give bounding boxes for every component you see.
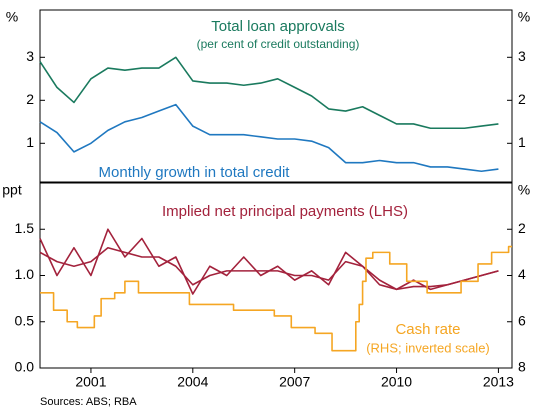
y-tick-label: 0.5 [15, 312, 35, 328]
y-tick-label: 0.0 [15, 359, 35, 375]
y2-unit: % [518, 182, 530, 198]
series-line [39, 103, 499, 173]
source: Sources: ABS; RBA [40, 396, 137, 408]
series-line [39, 56, 499, 130]
y2-tick-label: 2 [518, 91, 526, 107]
y2-tick-label: 3 [518, 48, 526, 64]
plot-frame [39, 9, 513, 183]
annotation: (per cent of credit outstanding) [197, 37, 360, 51]
y2-unit: % [518, 9, 530, 25]
annotation: Total loan approvals [211, 18, 344, 35]
x-tick-label: 2013 [483, 374, 514, 390]
annotation: (RHS; inverted scale) [366, 340, 490, 355]
y2-tick-label: 1 [518, 134, 526, 150]
y-unit: ppt [2, 182, 22, 198]
y-tick-label: 1.0 [15, 266, 35, 282]
y-unit: % [6, 9, 18, 25]
y2-tick-label: 6 [518, 312, 526, 328]
annotation: Implied net principal payments (LHS) [162, 203, 408, 220]
y2-tick-label: 8 [518, 359, 526, 375]
series-line [39, 246, 499, 291]
x-tick-label: 2010 [381, 374, 412, 390]
y2-tick-label: 2 [518, 220, 526, 236]
annotation: Monthly growth in total credit [99, 164, 291, 181]
series-line [39, 228, 499, 295]
series-line [40, 245, 512, 352]
y2-tick-label: 4 [518, 266, 526, 282]
annotation: Cash rate [395, 321, 460, 338]
x-tick-label: 2007 [279, 374, 310, 390]
y-tick-label: 1.5 [15, 220, 35, 236]
x-tick-label: 2001 [75, 374, 106, 390]
y-tick-label: 3 [26, 48, 34, 64]
y-tick-label: 2 [26, 91, 34, 107]
y-tick-label: 1 [26, 134, 34, 150]
x-tick-label: 2004 [177, 374, 208, 390]
